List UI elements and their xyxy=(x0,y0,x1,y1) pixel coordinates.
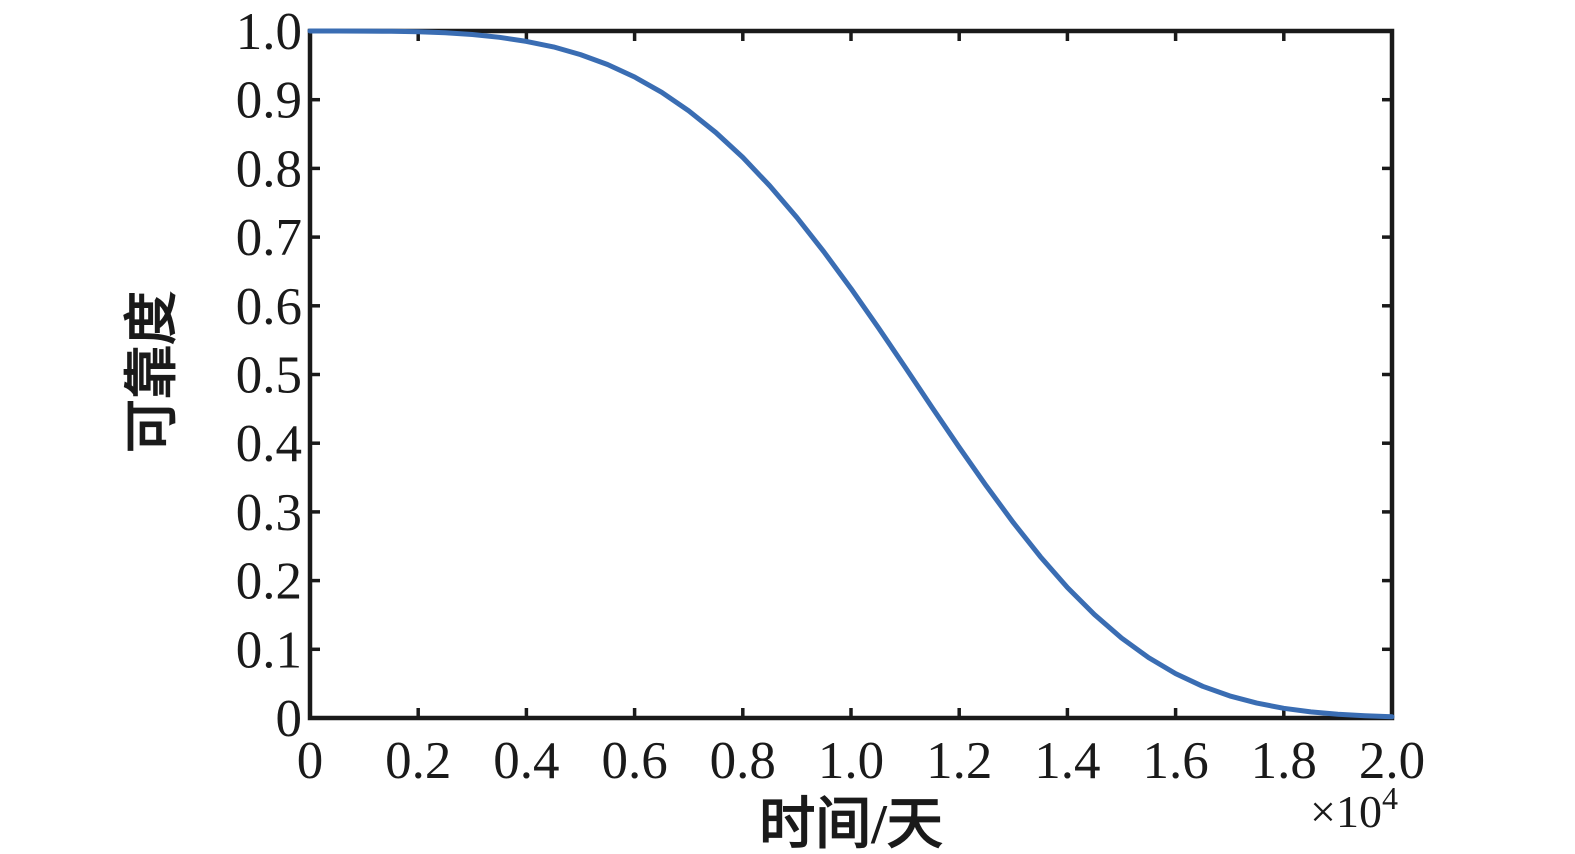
x-tick-label: 1.0 xyxy=(818,732,884,790)
y-tick-label: 0 xyxy=(276,690,303,748)
x-scale-base: ×10 xyxy=(1310,786,1382,837)
x-tick-label: 1.2 xyxy=(926,732,992,790)
y-tick-label: 1.0 xyxy=(236,3,302,61)
y-tick-label: 0.1 xyxy=(236,621,302,679)
axis-ticks xyxy=(308,29,1394,720)
reliability-curve xyxy=(307,28,1395,720)
x-tick-label: 1.8 xyxy=(1251,732,1317,790)
y-tick-label: 0.3 xyxy=(236,484,302,542)
x-scale-exponent: 4 xyxy=(1382,780,1398,816)
x-tick-label: 0 xyxy=(297,732,324,790)
y-tick-label: 0.9 xyxy=(236,72,302,130)
x-axis-label: 时间/天 xyxy=(759,794,943,854)
y-tick-label: 0.8 xyxy=(236,140,302,198)
y-axis-label: 可靠度 xyxy=(122,291,182,453)
y-tick-label: 0.2 xyxy=(236,553,302,611)
y-tick-label: 0.7 xyxy=(236,209,302,267)
x-tick-label: 0.8 xyxy=(710,732,776,790)
y-tick-label: 0.6 xyxy=(236,278,302,336)
x-tick-label: 0.2 xyxy=(385,732,451,790)
x-tick-label: 1.6 xyxy=(1142,732,1208,790)
y-tick-label: 0.5 xyxy=(236,347,302,405)
x-tick-label: 2.0 xyxy=(1359,732,1425,790)
x-axis-scale-label: ×104 xyxy=(1310,780,1398,837)
x-tick-label: 0.4 xyxy=(493,732,559,790)
plot-frame xyxy=(307,28,1395,721)
y-tick-label: 0.4 xyxy=(236,415,302,473)
x-tick-label: 1.4 xyxy=(1034,732,1100,790)
axis-tick-labels: 0 0.2 0.4 0.6 0.8 1.0 1.2 1.4 1.6 1.8 2.0 0 0.1 0.2 0.… xyxy=(236,3,1425,790)
x-tick-label: 0.6 xyxy=(601,732,667,790)
